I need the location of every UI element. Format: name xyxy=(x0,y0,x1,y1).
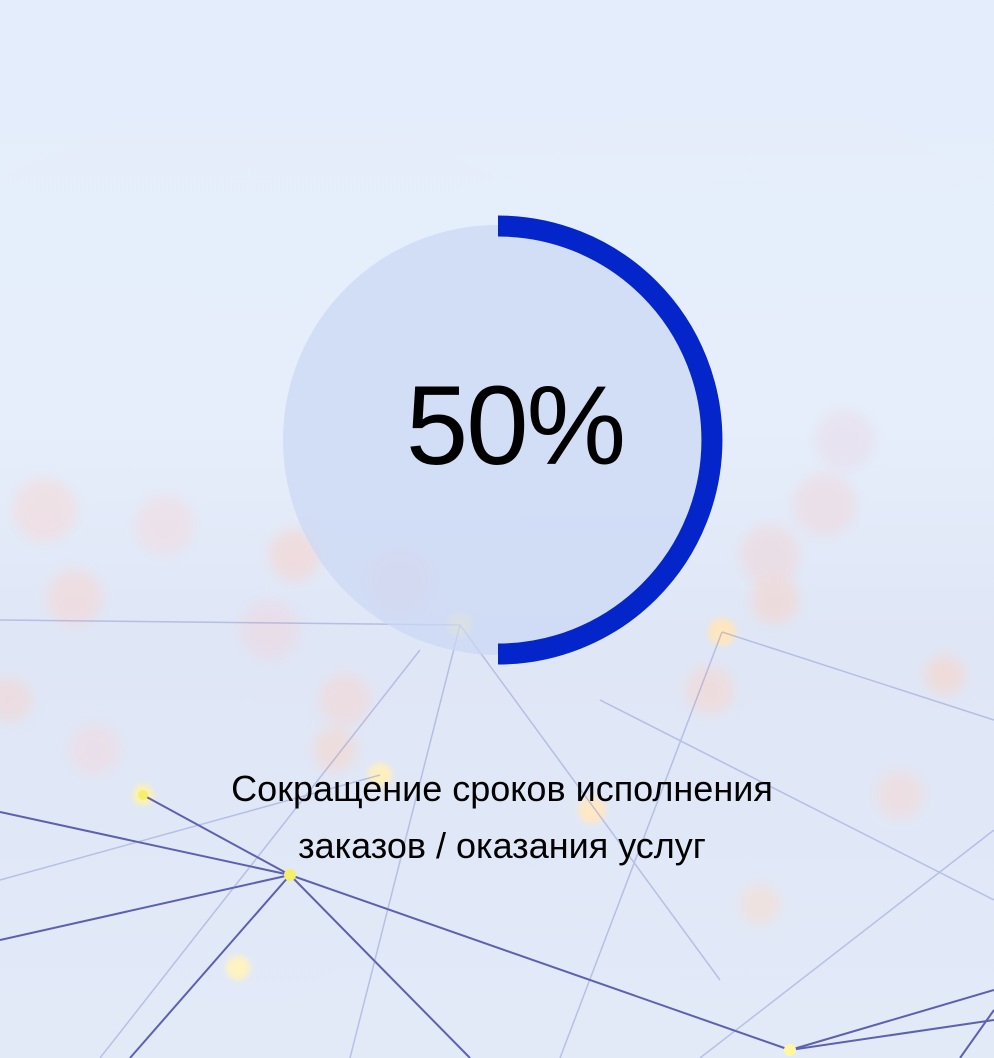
caption-line-1: Сокращение сроков исполнения xyxy=(231,768,773,809)
caption-line-2: заказов / оказания услуг xyxy=(298,825,706,866)
caption: Сокращение сроков исполнения заказов / о… xyxy=(0,760,994,874)
percentage-value: 50% xyxy=(405,363,626,488)
progress-arc xyxy=(497,215,723,665)
progress-disc xyxy=(283,225,713,655)
